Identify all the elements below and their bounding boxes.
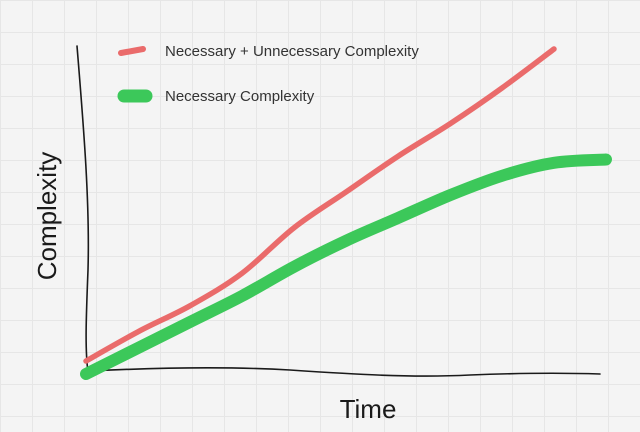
y-axis-label: Complexity <box>32 152 62 281</box>
x-axis-line <box>89 366 601 377</box>
series-layer <box>80 46 612 380</box>
legend-swatch-series-0 <box>118 46 146 56</box>
legend-label-series-1: Necessary Complexity <box>165 88 315 105</box>
legend: Necessary + Unnecessary Complexity Neces… <box>117 43 419 105</box>
series-line-1 <box>80 153 612 380</box>
series-line-0 <box>83 46 557 364</box>
legend-label-series-0: Necessary + Unnecessary Complexity <box>165 43 419 60</box>
x-axis-label: Time <box>340 394 397 424</box>
y-axis-line <box>76 45 90 373</box>
